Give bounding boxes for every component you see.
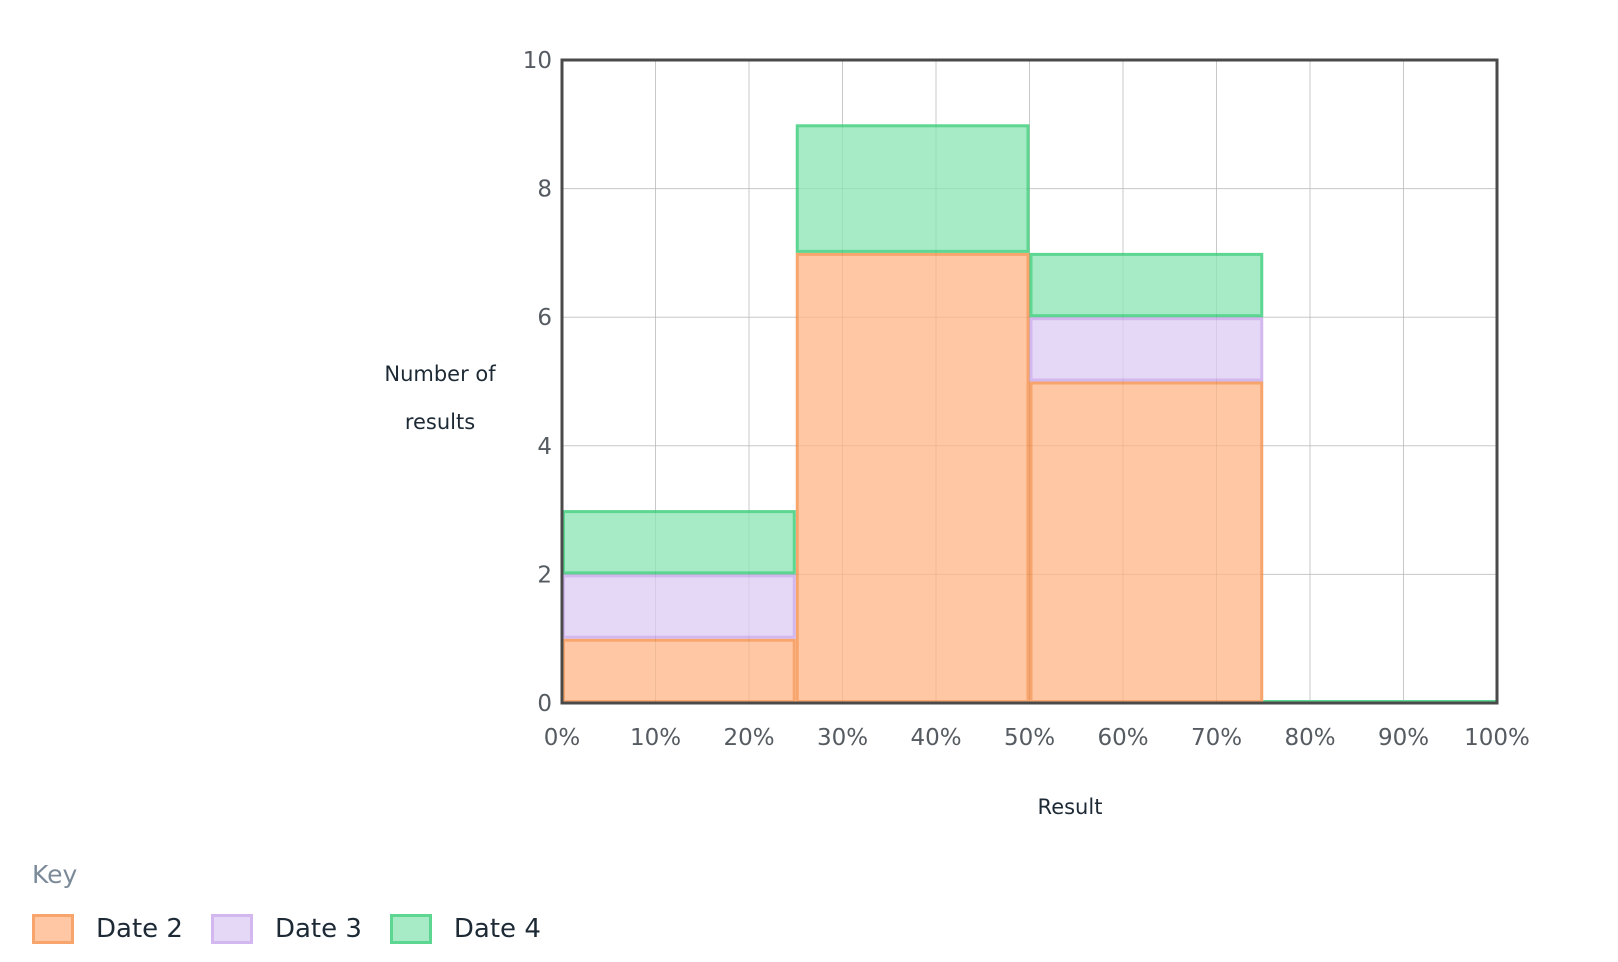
legend-item-date-3: Date 3 — [210, 914, 362, 944]
y-tick-label: 4 — [537, 434, 552, 460]
y-tick-label: 0 — [537, 691, 552, 717]
x-tick-label: 60% — [1097, 725, 1148, 751]
legend-label-date-4: Date 4 — [453, 914, 541, 944]
x-tick-label: 0% — [544, 725, 581, 751]
bar-date-4 — [1029, 252, 1264, 318]
chart-svg: 0% 10% 20% 30% 40% 50% 60% 70% 80% 90% 100% 0 2 4 6 8 10 — [523, 48, 1530, 751]
x-tick-label: 70% — [1191, 725, 1242, 751]
bar-date-2 — [1029, 381, 1264, 703]
y-tick-label: 2 — [537, 562, 552, 588]
y-tick-label: 10 — [523, 48, 552, 74]
legend-swatch-date-2 — [32, 914, 74, 944]
y-tick-label: 8 — [537, 177, 552, 203]
y-axis-label: Number of results — [360, 350, 520, 446]
bar-date-4 — [562, 510, 796, 575]
legend-label-date-3: Date 3 — [274, 914, 362, 944]
bar-date-4 — [795, 124, 1030, 253]
bar-date-3 — [562, 574, 796, 639]
histogram-chart: 0% 10% 20% 30% 40% 50% 60% 70% 80% 90% 100% 0 2 4 6 8 10… — [360, 48, 1530, 819]
legend-item-date-4: Date 4 — [389, 914, 541, 944]
x-tick-label: 20% — [723, 725, 774, 751]
y-axis-label-line-2: results — [404, 410, 476, 434]
legend-swatch-date-3 — [210, 914, 253, 944]
bar-date-2 — [795, 252, 1030, 703]
legend-label-date-2: Date 2 — [96, 914, 183, 944]
x-tick-label: 90% — [1378, 725, 1429, 751]
legend: Date 2 Date 3 Date 4 — [32, 914, 569, 944]
legend-swatch-date-4 — [389, 914, 432, 944]
x-tick-label: 40% — [910, 725, 961, 751]
x-tick-label: 80% — [1284, 725, 1335, 751]
legend-title: Key — [32, 860, 78, 889]
legend-item-date-2: Date 2 — [32, 914, 183, 944]
x-tick-label: 100% — [1464, 725, 1530, 751]
x-tick-label: 50% — [1004, 725, 1055, 751]
bar-date-3 — [1029, 317, 1264, 382]
y-tick-label: 6 — [537, 305, 552, 331]
y-axis-label-line-1: Number of — [384, 362, 496, 386]
x-axis-label: Result — [1037, 795, 1103, 819]
x-tick-label: 10% — [630, 725, 681, 751]
plot-frame — [560, 58, 1499, 705]
bar-date-2 — [562, 638, 796, 704]
x-tick-label: 30% — [817, 725, 868, 751]
